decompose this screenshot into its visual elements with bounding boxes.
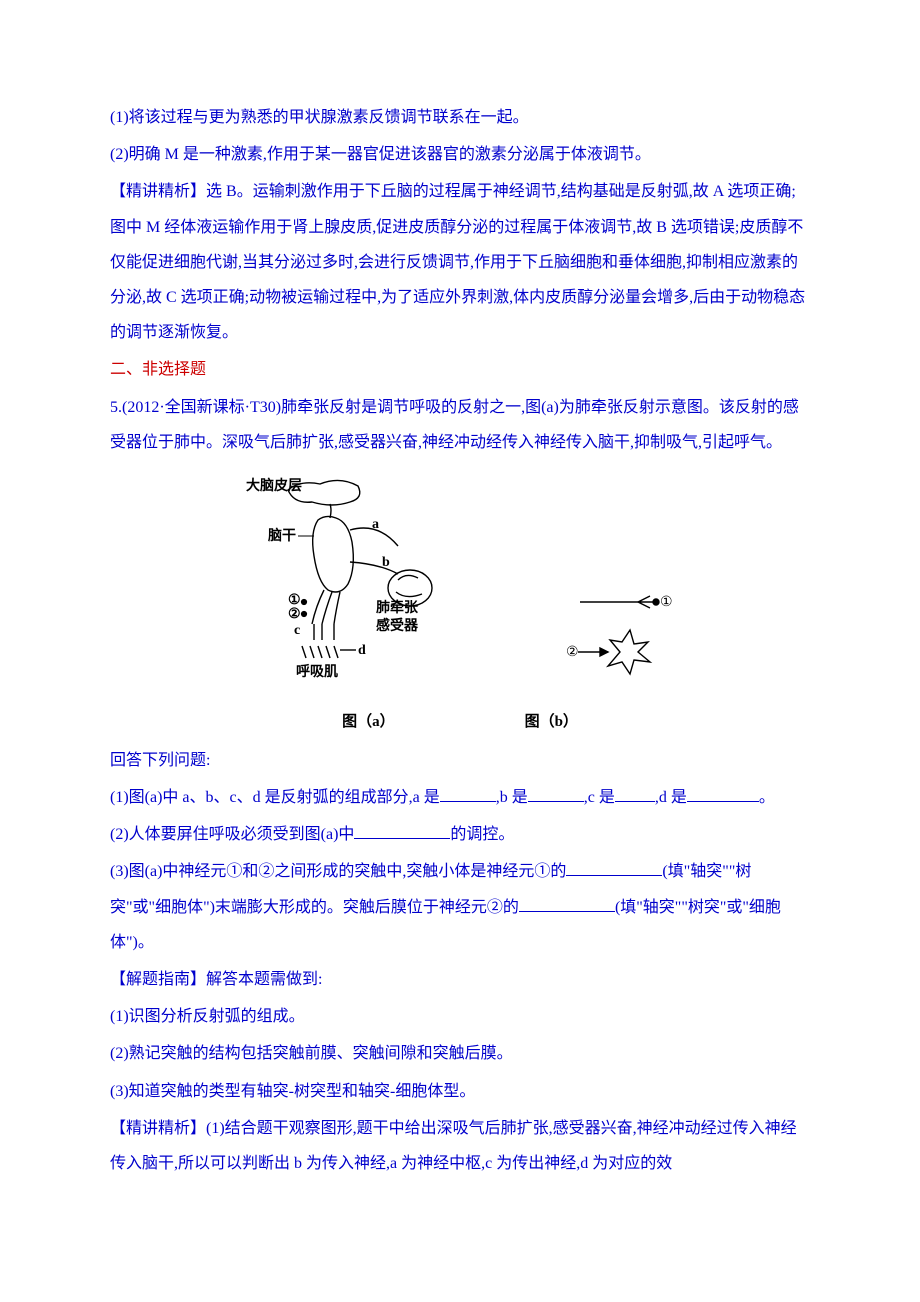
q1-blank-b — [528, 786, 584, 802]
guide-2: (2)熟记突触的结构包括突触前膜、突触间隙和突触后膜。 — [110, 1036, 810, 1071]
section-heading: 二、非选择题 — [110, 352, 810, 387]
intro-point-1: (1)将该过程与更为熟悉的甲状腺激素反馈调节联系在一起。 — [110, 100, 810, 135]
label-b-n1: ① — [660, 595, 673, 610]
q2-text-a: (2)人体要屏住呼吸必须受到图(a)中 — [110, 826, 354, 843]
guide: 【解题指南】解答本题需做到: — [110, 962, 810, 997]
diagram-b: ① ② — [560, 582, 680, 702]
label-a: a — [372, 517, 379, 532]
label-cortex: 大脑皮层 — [246, 477, 302, 494]
question-5: 5.(2012·全国新课标·T30)肺牵张反射是调节呼吸的反射之一,图(a)为肺… — [110, 390, 810, 460]
label-n2: ② — [288, 607, 301, 622]
label-receptor-1: 肺牵张 — [376, 599, 419, 616]
caption-b: 图（b） — [525, 706, 578, 739]
q1-text-d: ,d 是 — [655, 789, 687, 806]
intro-point-2: (2)明确 M 是一种激素,作用于某一器官促进该器官的激素分泌属于体液调节。 — [110, 137, 810, 172]
q3-blank-1 — [566, 860, 662, 876]
label-d: d — [358, 643, 366, 658]
label-n1: ① — [288, 593, 301, 608]
q5-prefix: 5.(2012·全国新课标·T30) — [110, 399, 281, 416]
guide-3: (3)知道突触的类型有轴突-树突型和轴突-细胞体型。 — [110, 1074, 810, 1109]
question-1: (1)图(a)中 a、b、c、d 是反射弧的组成部分,a 是 ,b 是 ,c 是 ,d… — [110, 780, 810, 815]
q1-end: 。 — [759, 789, 775, 806]
diagram-a: 大脑皮层 脑干 a b 肺牵张 感受器 ① ② c d 呼吸肌 — [240, 472, 460, 702]
guide-1: (1)识图分析反射弧的组成。 — [110, 999, 810, 1034]
guide-lead: 解答本题需做到: — [206, 971, 322, 988]
label-muscle: 呼吸肌 — [296, 663, 338, 680]
label-brainstem: 脑干 — [268, 527, 296, 544]
analysis2-label: 【精讲精析】 — [110, 1120, 206, 1137]
label-b: b — [382, 555, 390, 570]
question-3: (3)图(a)中神经元①和②之间形成的突触中,突触小体是神经元①的(填"轴突""… — [110, 854, 810, 960]
intro-analysis: 【精讲精析】选 B。运输刺激作用于下丘脑的过程属于神经调节,结构基础是反射弧,故… — [110, 174, 810, 350]
q3-text-a: (3)图(a)中神经元①和②之间形成的突触中,突触小体是神经元①的 — [110, 863, 566, 880]
guide-label: 【解题指南】 — [110, 971, 206, 988]
q1-blank-c — [615, 786, 655, 802]
q1-blank-d — [687, 786, 759, 802]
q1-text-c: ,c 是 — [584, 789, 615, 806]
caption-a: 图（a） — [342, 706, 395, 739]
q3-blank-2 — [519, 896, 615, 912]
q2-text-b: 的调控。 — [450, 826, 514, 843]
analysis2-body: (1)结合题干观察图形,题干中给出深吸气后肺扩张,感受器兴奋,神经冲动经过传入神… — [110, 1120, 797, 1172]
q1-text-b: ,b 是 — [496, 789, 528, 806]
analysis-body: 选 B。运输刺激作用于下丘脑的过程属于神经调节,结构基础是反射弧,故 A 选项正… — [110, 183, 805, 341]
q2-blank — [354, 823, 450, 839]
diagram-container: 大脑皮层 脑干 a b 肺牵张 感受器 ① ② c d 呼吸肌 — [110, 472, 810, 739]
label-b-n2: ② — [566, 645, 579, 660]
question-2: (2)人体要屏住呼吸必须受到图(a)中 的调控。 — [110, 817, 810, 852]
analysis-label: 【精讲精析】 — [110, 183, 206, 200]
q1-blank-a — [440, 786, 496, 802]
label-c: c — [294, 623, 300, 638]
q1-text-a: (1)图(a)中 a、b、c、d 是反射弧的组成部分,a 是 — [110, 789, 440, 806]
answer-heading: 回答下列问题: — [110, 743, 810, 778]
analysis-2: 【精讲精析】(1)结合题干观察图形,题干中给出深吸气后肺扩张,感受器兴奋,神经冲… — [110, 1111, 810, 1181]
label-receptor-2: 感受器 — [376, 617, 419, 634]
